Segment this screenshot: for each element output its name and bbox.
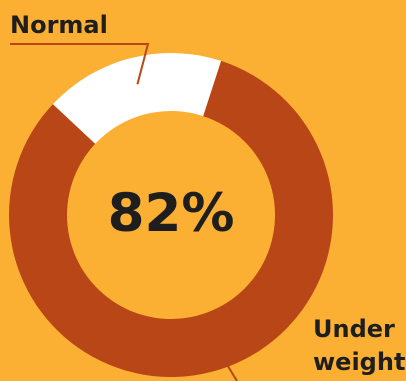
slice-normal xyxy=(52,52,222,144)
donut-slices xyxy=(8,52,333,378)
leader-line-normal xyxy=(10,43,150,85)
center-percentage: 82% xyxy=(107,183,235,244)
slice-under-weight xyxy=(8,60,333,378)
leader-line-under-weight xyxy=(208,334,238,381)
category-label-under-weight: Under weight xyxy=(313,315,406,376)
leader-lines xyxy=(10,43,238,381)
category-label-normal: Normal xyxy=(10,11,108,39)
